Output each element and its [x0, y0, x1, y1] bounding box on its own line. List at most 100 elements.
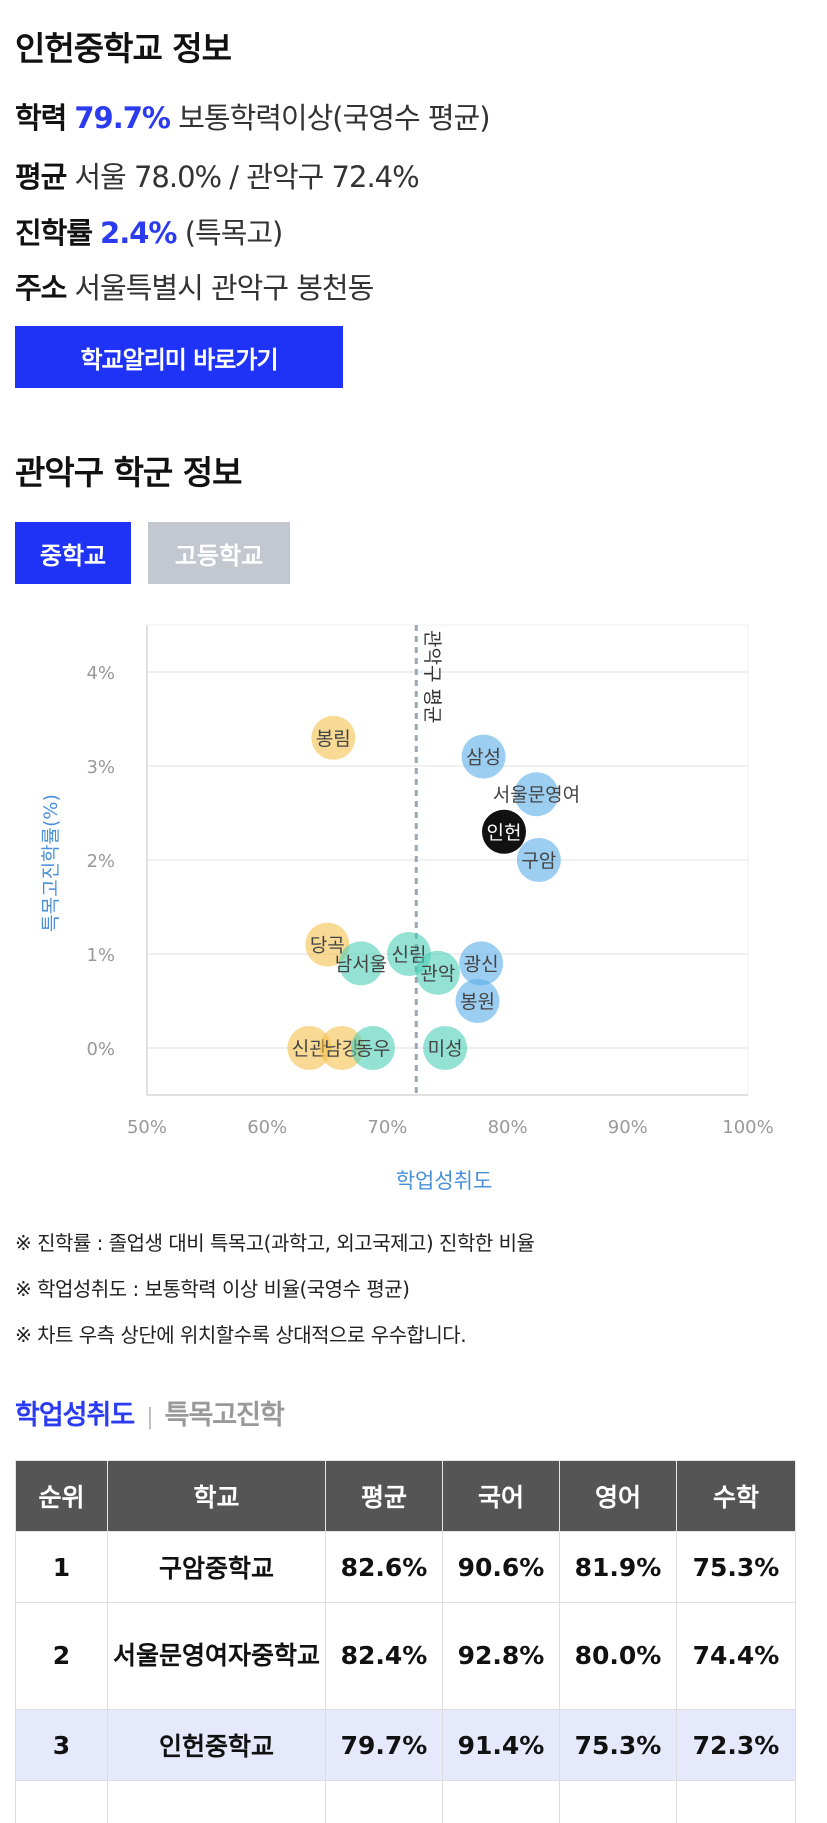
point-인헌[interactable]: 인헌 — [482, 810, 526, 854]
cell-school: 서울문영여자중학교 — [108, 1603, 326, 1710]
point-관악[interactable]: 관악 — [416, 951, 460, 995]
table-row-highlighted: 3 인헌중학교 79.7% 91.4% 75.3% 72.3% — [16, 1710, 796, 1781]
notes: ※ 진학률 : 졸업생 대비 특목고(과학고, 외고국제고) 진학한 비율 ※ … — [15, 1227, 534, 1365]
cell-math: 74.4% — [677, 1603, 796, 1710]
subtab-advancement[interactable]: 특목고진학 — [165, 1400, 284, 1431]
advancement-value: 2.4% — [100, 216, 176, 250]
point-label: 구암 — [521, 850, 556, 872]
cell-english: 75.3% — [560, 1710, 677, 1781]
y-tick-label: 2% — [86, 851, 115, 872]
cell-average: 79.7% — [326, 1710, 443, 1781]
cell-korean: 90.6% — [443, 1532, 560, 1603]
table-header-row: 순위 학교 평균 국어 영어 수학 — [16, 1461, 796, 1532]
cell-english: 80.0% — [560, 1603, 677, 1710]
cell-english: 81.9% — [560, 1532, 677, 1603]
x-tick-label: 100% — [722, 1117, 773, 1138]
x-tick-label: 90% — [608, 1117, 648, 1138]
cell-math: 72.3% — [677, 1710, 796, 1781]
point-label: 관악 — [420, 963, 455, 985]
point-동우[interactable]: 동우 — [351, 1026, 395, 1070]
subtab-separator: | — [146, 1405, 152, 1430]
cell-average: 82.6% — [326, 1532, 443, 1603]
cell-empty — [443, 1781, 560, 1823]
x-axis-label: 학업성취도 — [396, 1169, 493, 1193]
tab-middle-school[interactable]: 중학교 — [15, 522, 131, 584]
col-math: 수학 — [677, 1461, 796, 1532]
tab-high-school[interactable]: 고등학교 — [148, 522, 290, 584]
x-tick-label: 80% — [488, 1117, 528, 1138]
cell-korean: 91.4% — [443, 1710, 560, 1781]
point-구암[interactable]: 구암 — [517, 838, 561, 882]
cell-empty — [326, 1781, 443, 1823]
x-tick-label: 50% — [127, 1117, 167, 1138]
cell-rank: 2 — [16, 1603, 108, 1710]
table-row: 1 구암중학교 82.6% 90.6% 81.9% 75.3% — [16, 1532, 796, 1603]
point-label: 봉원 — [460, 991, 495, 1013]
point-label: 인헌 — [487, 822, 522, 844]
ranking-table: 순위 학교 평균 국어 영어 수학 1 구암중학교 82.6% 90.6% 81… — [15, 1460, 796, 1823]
col-english: 영어 — [560, 1461, 677, 1532]
note-position: ※ 차트 우측 상단에 위치할수록 상대적으로 우수합니다. — [15, 1319, 534, 1365]
school-info-title: 인헌중학교 정보 — [15, 22, 231, 70]
point-서울문영여[interactable]: 서울문영여 — [493, 772, 580, 816]
y-tick-label: 3% — [86, 757, 115, 778]
x-tick-label: 70% — [367, 1117, 407, 1138]
cell-korean: 92.8% — [443, 1603, 560, 1710]
cell-rank: 3 — [16, 1710, 108, 1781]
point-봉원[interactable]: 봉원 — [456, 979, 500, 1023]
district-info-title: 관악구 학군 정보 — [15, 446, 242, 494]
y-tick-label: 0% — [86, 1039, 115, 1060]
cell-rank: 1 — [16, 1532, 108, 1603]
note-achievement: ※ 학업성취도 : 보통학력 이상 비율(국영수 평균) — [15, 1273, 534, 1319]
reference-line-label: 관악구 평균 — [421, 630, 443, 723]
point-label: 동우 — [355, 1038, 390, 1060]
point-label: 미성 — [428, 1038, 463, 1060]
col-average: 평균 — [326, 1461, 443, 1532]
ranking-subtabs: 학업성취도 | 특목고진학 — [15, 1393, 284, 1432]
note-advancement: ※ 진학률 : 졸업생 대비 특목고(과학고, 외고국제고) 진학한 비율 — [15, 1227, 534, 1273]
y-axis-label: 특목고진학률(%) — [40, 794, 62, 932]
cell-average: 82.4% — [326, 1603, 443, 1710]
cell-school: 구암중학교 — [108, 1532, 326, 1603]
point-label: 봉림 — [316, 728, 351, 750]
table-row-partial — [16, 1781, 796, 1823]
school-alimi-button[interactable]: 학교알리미 바로가기 — [15, 326, 343, 388]
point-삼성[interactable]: 삼성 — [462, 735, 506, 779]
point-label: 남서울 — [335, 953, 387, 975]
academic-suffix: 보통학력이상(국영수 평균) — [178, 101, 489, 135]
col-korean: 국어 — [443, 1461, 560, 1532]
academic-value: 79.7% — [74, 101, 170, 135]
chart-grid — [147, 625, 748, 1095]
cell-empty — [108, 1781, 326, 1823]
table-row: 2 서울문영여자중학교 82.4% 92.8% 80.0% 74.4% — [16, 1603, 796, 1710]
point-광신[interactable]: 광신 — [459, 941, 503, 985]
cell-empty — [560, 1781, 677, 1823]
advancement-suffix: (특목고) — [185, 216, 283, 250]
address-label: 주소 — [15, 271, 66, 305]
cell-empty — [677, 1781, 796, 1823]
subtab-achievement[interactable]: 학업성취도 — [15, 1400, 134, 1431]
point-미성[interactable]: 미성 — [423, 1026, 467, 1070]
point-봉림[interactable]: 봉림 — [311, 716, 355, 760]
cell-empty — [16, 1781, 108, 1823]
col-rank: 순위 — [16, 1461, 108, 1532]
point-label: 삼성 — [466, 747, 501, 769]
y-tick-label: 4% — [86, 663, 115, 684]
advancement-label: 진학률 — [15, 216, 92, 250]
scatter-chart: 0% 1% 2% 3% 4% 50% 60% 70% 80% 90% 100% 관악구 평균 봉림삼… — [15, 605, 812, 1195]
col-school: 학교 — [108, 1461, 326, 1532]
x-tick-label: 60% — [247, 1117, 287, 1138]
average-text: 서울 78.0% / 관악구 72.4% — [74, 160, 418, 194]
point-label: 광신 — [464, 953, 499, 975]
academic-label: 학력 — [15, 101, 66, 135]
average-label: 평균 — [15, 160, 66, 194]
point-label: 서울문영여 — [493, 784, 580, 806]
y-tick-label: 1% — [86, 945, 115, 966]
address-text: 서울특별시 관악구 봉천동 — [74, 271, 373, 305]
cell-school: 인헌중학교 — [108, 1710, 326, 1781]
